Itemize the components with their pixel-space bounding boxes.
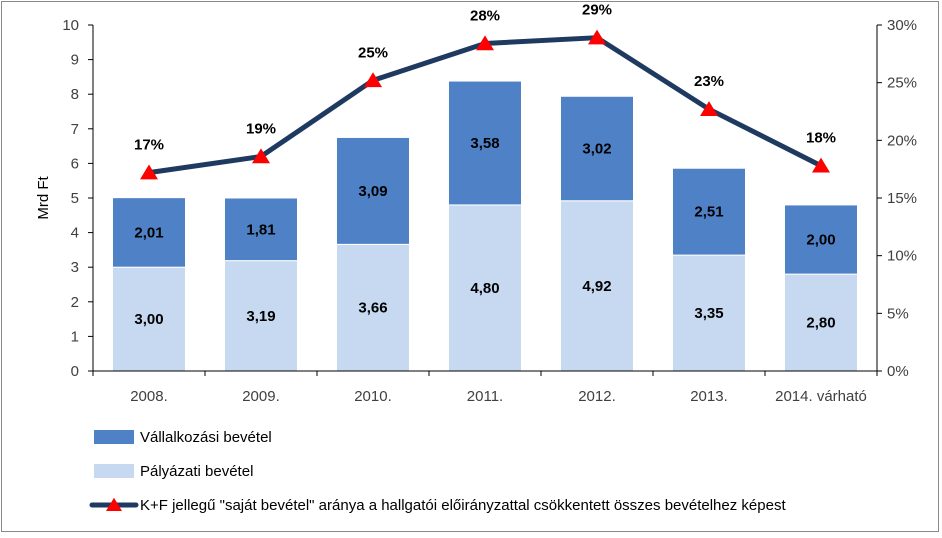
x-tick-label-4: 2011.: [467, 388, 503, 405]
data-label-palyazati-5: 4,92: [582, 278, 611, 295]
legend-label-2: Pályázati bevétel: [140, 463, 253, 480]
y-axis-title: Mrd Ft: [35, 176, 52, 220]
bar-vallalkozasi-3: [336, 136, 410, 245]
x-tick-label-6: 2013.: [690, 388, 728, 405]
bars-layer: [112, 80, 858, 372]
line-layer: [140, 29, 830, 180]
bar-vallalkozasi-2: [224, 197, 298, 262]
y2-tick-label-3: 15%: [887, 190, 917, 207]
y-tick-label-7: 7: [71, 121, 79, 138]
labels-layer: 3,00 2,01 3,19 1,81 3,66 3,09 4,80 3,58 4,92 3,02…: [134, 2, 836, 332]
legend-swatch-marker: [106, 497, 122, 511]
y-tick-label-0: 0: [71, 363, 79, 380]
bar-vallalkozasi-5: [560, 95, 634, 202]
ratio-label-5: 29%: [582, 2, 612, 19]
y-tick-label-4: 4: [71, 225, 79, 242]
data-label-palyazati-4: 4,80: [470, 280, 499, 297]
y-tick-label-1: 1: [71, 328, 79, 345]
y2-tick-label-0: 0%: [887, 363, 909, 380]
legend: Vállalkozási bevétel Pályázati bevétel K+F…: [89, 429, 786, 514]
ratio-marker-7: [812, 157, 830, 173]
x-tick-label-3: 2010.: [354, 388, 392, 405]
y-tick-label-3: 3: [71, 259, 79, 276]
x-tick-label-7: 2014. várható: [775, 388, 867, 405]
y-tick-label-9: 9: [71, 52, 79, 69]
ratio-label-1: 17%: [134, 137, 164, 154]
legend-swatch-vallalkozasi: [94, 430, 134, 444]
bar-vallalkozasi-4: [448, 80, 522, 206]
legend-label-1: Vállalkozási bevétel: [140, 429, 272, 446]
data-label-palyazati-7: 2,80: [806, 315, 835, 332]
ratio-marker-4: [476, 35, 494, 51]
y-tick-label-10: 10: [62, 17, 79, 34]
ratio-marker-6: [700, 101, 718, 116]
y-tick-label-8: 8: [71, 86, 79, 103]
data-label-vallalkozasi-6: 2,51: [694, 204, 723, 221]
y-tick-label-5: 5: [71, 190, 79, 207]
ratio-label-4: 28%: [470, 7, 500, 24]
axes-layer: 0 1 2 3 4 5 6 7 8 9 10 0% 5% 10% 15% 20% 25% 30% 2008. 2009…: [35, 17, 917, 405]
x-tick-label-5: 2012.: [578, 388, 616, 405]
y2-tick-label-1: 5%: [887, 305, 909, 322]
data-label-palyazati-1: 3,00: [134, 311, 163, 328]
ratio-label-3: 25%: [358, 44, 388, 61]
ratio-marker-3: [364, 72, 382, 88]
y2-tick-label-5: 25%: [887, 75, 917, 92]
ratio-marker-2: [252, 148, 270, 164]
bar-vallalkozasi-7: [784, 204, 858, 275]
ratio-label-6: 23%: [694, 73, 724, 90]
y2-tick-label-4: 20%: [887, 132, 917, 149]
bar-palyazati-7: [784, 273, 858, 372]
x-tick-label-2: 2009.: [242, 388, 280, 405]
data-label-palyazati-3: 3,66: [358, 300, 387, 317]
ratio-marker-1: [140, 164, 158, 180]
data-label-vallalkozasi-4: 3,58: [470, 135, 499, 152]
y2-tick-label-2: 10%: [887, 248, 917, 265]
y-tick-label-6: 6: [71, 155, 79, 172]
data-label-palyazati-2: 3,19: [246, 308, 275, 325]
data-label-vallalkozasi-3: 3,09: [358, 183, 387, 200]
bar-vallalkozasi-6: [672, 167, 746, 256]
legend-swatch-palyazati: [94, 464, 134, 478]
x-tick-label-1: 2008.: [130, 388, 168, 405]
data-label-palyazati-6: 3,35: [694, 305, 723, 322]
ratio-marker-5: [588, 29, 606, 45]
bar-palyazati-3: [336, 243, 410, 372]
y-tick-label-2: 2: [71, 294, 79, 311]
ratio-label-2: 19%: [246, 120, 276, 137]
bar-palyazati-1: [112, 266, 186, 372]
ratio-label-7: 18%: [806, 130, 836, 147]
data-label-vallalkozasi-2: 1,81: [246, 221, 275, 238]
y2-tick-label-6: 30%: [887, 17, 917, 34]
legend-label-3: K+F jellegű "saját bevétel" aránya a hal…: [140, 497, 786, 514]
bar-palyazati-6: [672, 254, 746, 372]
data-label-vallalkozasi-7: 2,00: [806, 232, 835, 249]
data-label-vallalkozasi-1: 2,01: [134, 224, 163, 241]
bar-vallalkozasi-1: [112, 197, 186, 268]
data-label-vallalkozasi-5: 3,02: [582, 141, 611, 158]
